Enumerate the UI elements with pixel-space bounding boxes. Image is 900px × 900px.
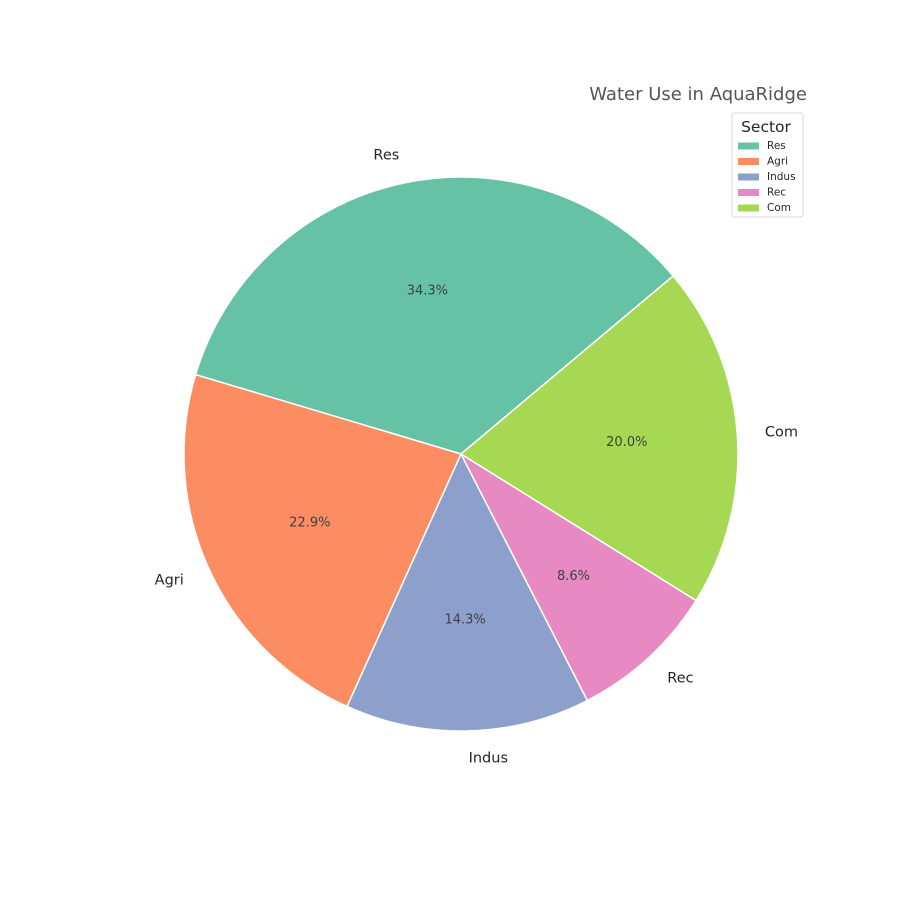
legend-label-agri: Agri <box>767 156 788 168</box>
legend-items: Res Agri Indus Rec Com <box>738 140 796 214</box>
percent-label-agri: 22.9% <box>289 516 330 531</box>
slice-labels-layer: Res Agri Indus Rec Com <box>155 148 798 767</box>
pie-slice-res <box>194 176 674 455</box>
slice-label-com: Com <box>765 425 798 441</box>
slice-label-agri: Agri <box>155 573 184 589</box>
legend-swatch-com <box>738 204 759 212</box>
percent-labels-layer: 34.3% 22.9% 14.3% 8.6% 20.0% <box>289 284 647 628</box>
pie-slice-agri <box>183 373 462 708</box>
legend-swatch-indus <box>738 173 759 181</box>
legend-label-com: Com <box>767 202 791 214</box>
slices-layer <box>183 176 739 732</box>
legend-label-res: Res <box>767 140 786 152</box>
legend-swatch-agri <box>738 158 759 165</box>
pie-slice-com <box>460 275 739 602</box>
legend-label-indus: Indus <box>767 171 796 183</box>
percent-label-res: 34.3% <box>407 284 448 299</box>
legend: Sector Res Agri Indus Rec Com <box>731 112 804 218</box>
legend-swatch-rec <box>738 189 759 196</box>
legend-swatch-res <box>738 142 759 150</box>
slice-label-indus: Indus <box>469 751 508 767</box>
pie-slice-indus <box>346 453 589 732</box>
legend-title: Sector <box>741 118 791 136</box>
slice-label-res: Res <box>373 148 399 164</box>
percent-label-com: 20.0% <box>606 435 647 450</box>
percent-label-rec: 8.6% <box>557 569 590 584</box>
legend-label-rec: Rec <box>767 187 786 199</box>
pie-slice-rec <box>460 453 697 702</box>
chart-title: Water Use in AquaRidge <box>589 84 807 105</box>
slice-label-rec: Rec <box>667 670 693 686</box>
percent-label-indus: 14.3% <box>444 613 485 628</box>
